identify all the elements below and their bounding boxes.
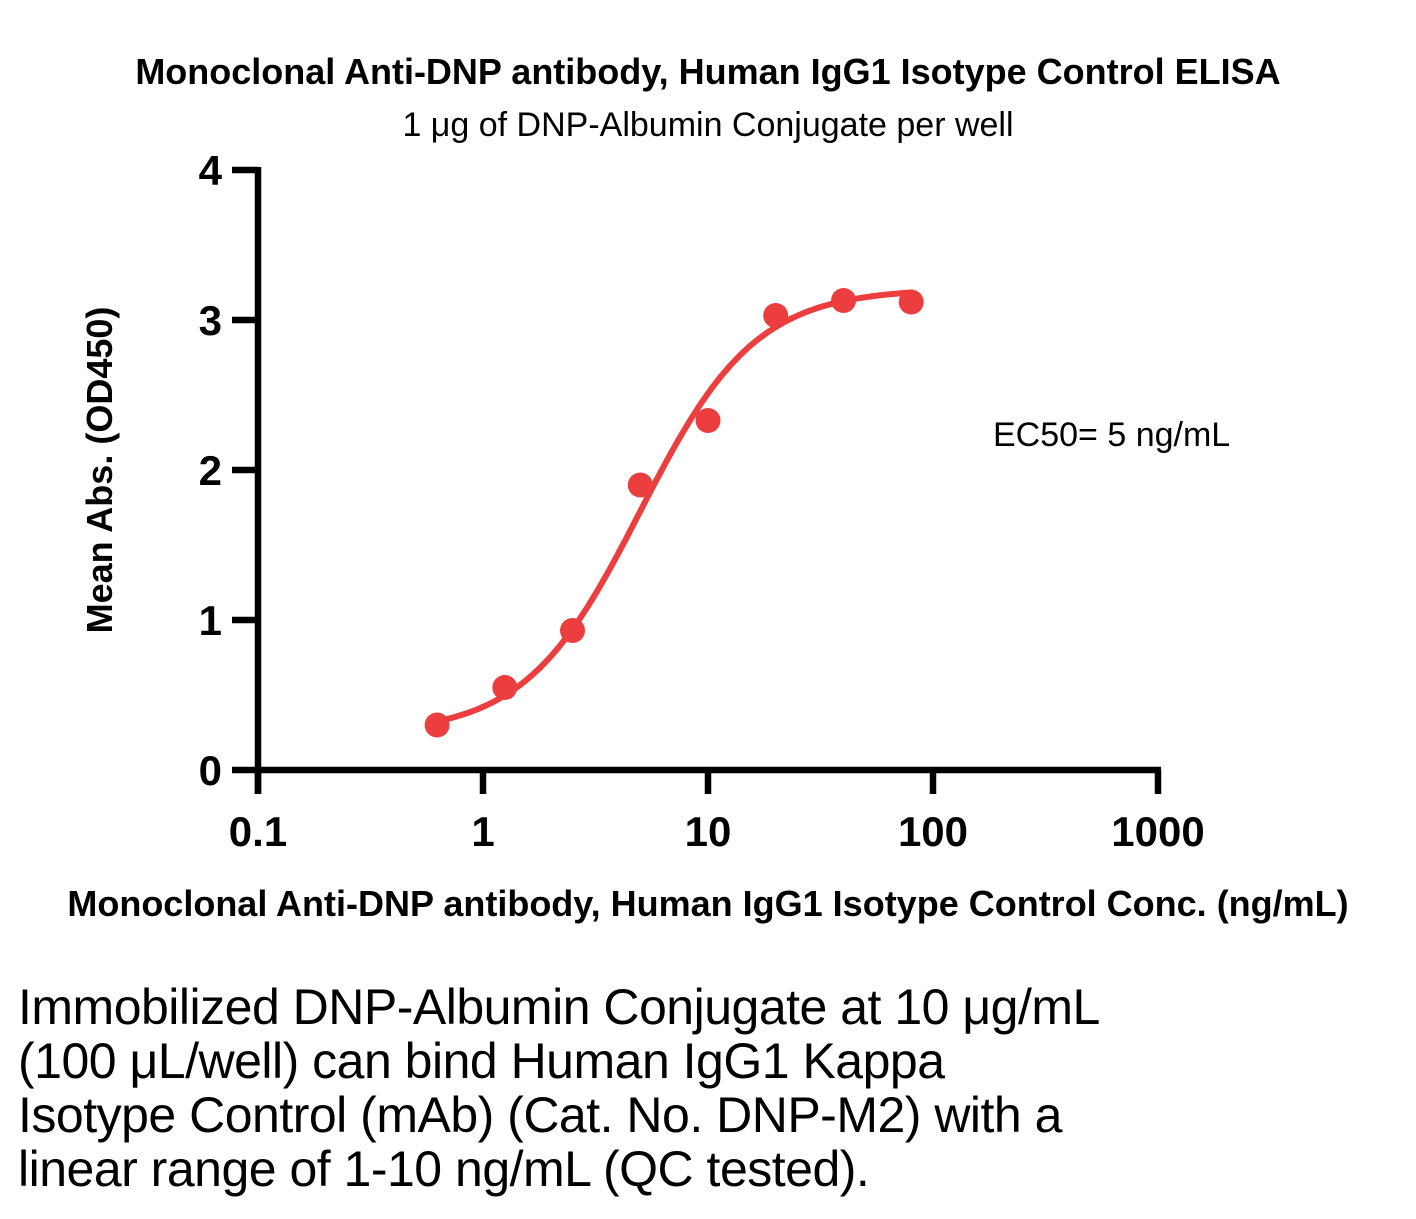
x-axis-label: Monoclonal Anti-DNP antibody, Human IgG1… <box>67 883 1348 924</box>
x-tick-label: 10 <box>685 808 732 855</box>
data-point <box>763 303 789 328</box>
y-ticks-group: 0 1 2 3 4 <box>199 147 258 794</box>
x-tick-label: 1000 <box>1111 808 1204 855</box>
data-points-group <box>424 288 924 738</box>
plot-svg: Monoclonal Anti-DNP antibody, Human IgG1… <box>67 51 1348 924</box>
x-tick-label: 100 <box>898 808 968 855</box>
data-point <box>627 472 653 498</box>
fit-curve <box>433 289 915 725</box>
y-tick-label: 0 <box>199 747 222 794</box>
y-tick-label: 2 <box>199 447 222 494</box>
caption-line: Immobilized DNP-Albumin Conjugate at 10 … <box>18 979 1100 1035</box>
chart-subtitle: 1 μg of DNP-Albumin Conjugate per well <box>402 106 1013 144</box>
caption-line: Isotype Control (mAb) (Cat. No. DNP-M2) … <box>18 1087 1062 1143</box>
data-point <box>898 289 924 315</box>
caption-paragraph: Immobilized DNP-Albumin Conjugate at 10 … <box>18 980 1218 1196</box>
x-ticks-group: 0.1 1 10 100 1000 <box>229 770 1205 855</box>
chart-title: Monoclonal Anti-DNP antibody, Human IgG1… <box>135 51 1280 92</box>
data-point <box>695 408 721 433</box>
data-point <box>492 675 518 700</box>
y-axis-label: Mean Abs. (OD450) <box>79 307 120 634</box>
data-point <box>560 618 585 643</box>
axis-lines <box>254 167 1161 794</box>
data-point <box>424 712 450 738</box>
x-tick-label: 0.1 <box>229 808 287 855</box>
caption-line: linear range of 1-10 ng/mL (QC tested). <box>18 1141 870 1197</box>
caption-line: (100 μL/well) can bind Human IgG1 Kappa <box>18 1033 945 1089</box>
y-tick-label: 3 <box>199 297 222 344</box>
x-tick-label: 1 <box>471 808 494 855</box>
y-tick-label: 1 <box>199 597 222 644</box>
data-point <box>831 288 856 313</box>
ec50-annotation: EC50= 5 ng/mL <box>993 416 1230 454</box>
y-tick-label: 4 <box>199 147 223 194</box>
